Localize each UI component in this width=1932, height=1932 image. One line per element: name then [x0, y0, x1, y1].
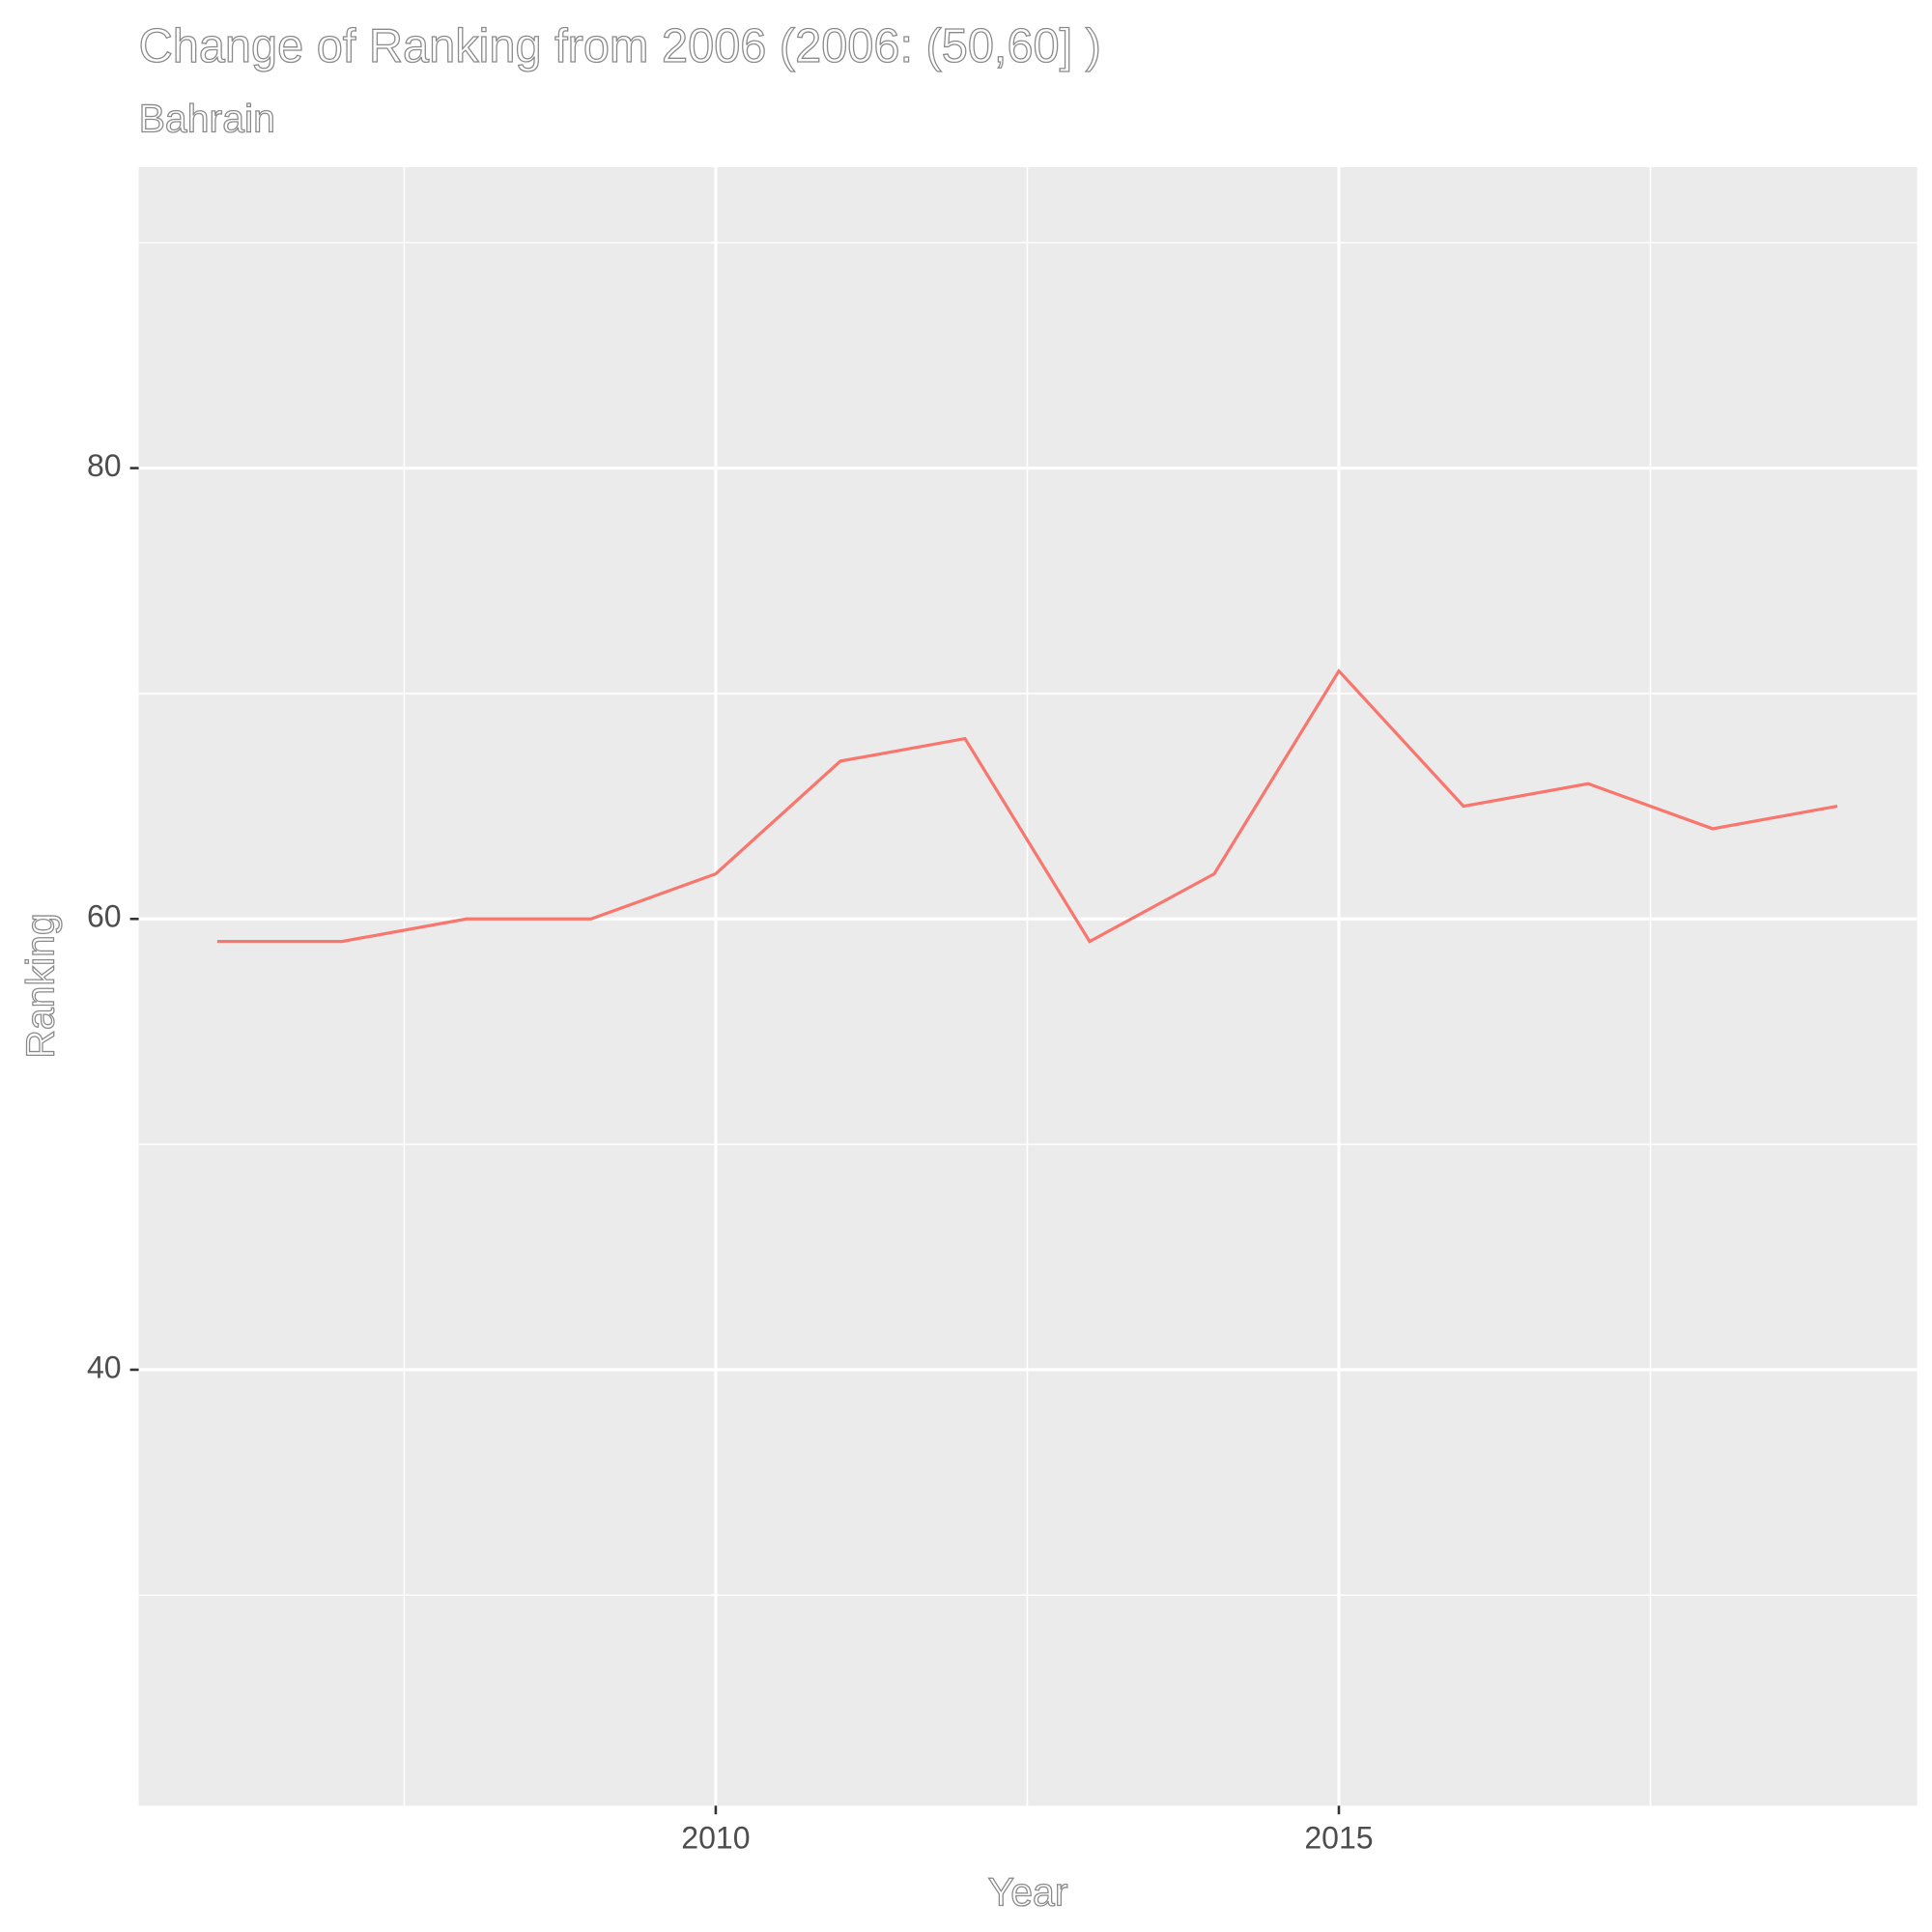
y-tick-label: 80 [87, 448, 122, 483]
line-series [216, 668, 1838, 944]
y-axis-label: Ranking [18, 913, 63, 1058]
x-tick-label: 2015 [1304, 1821, 1373, 1856]
marks [216, 668, 1838, 944]
y-tick-label: 60 [87, 899, 122, 934]
x-axis-label: Year [988, 1869, 1068, 1914]
grid [138, 167, 1918, 1806]
chart-subtitle: Bahrain [139, 96, 275, 140]
x-tick-label: 2010 [681, 1821, 750, 1856]
y-tick-label: 40 [87, 1350, 122, 1384]
chart-title: Change of Ranking from 2006 (2006: (50,6… [139, 20, 1101, 72]
